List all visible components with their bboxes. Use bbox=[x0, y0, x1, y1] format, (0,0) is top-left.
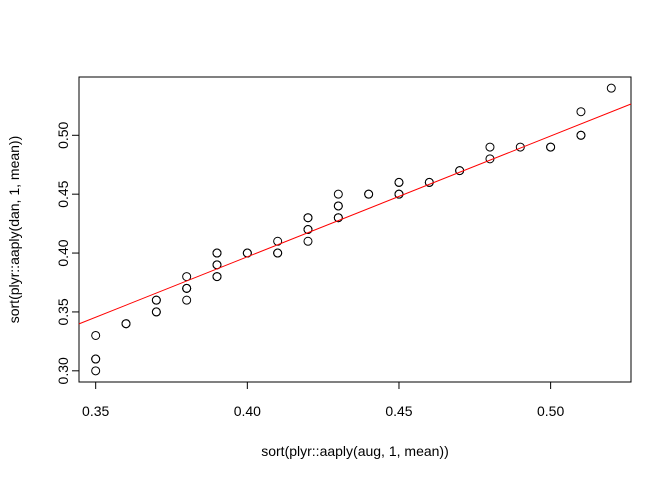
data-point bbox=[546, 142, 556, 152]
data-point bbox=[91, 330, 101, 340]
y-tick-label: 0.45 bbox=[55, 180, 71, 207]
x-tick-label: 0.35 bbox=[82, 403, 109, 419]
y-tick-label: 0.35 bbox=[55, 298, 71, 325]
regression-line bbox=[78, 103, 632, 325]
data-point bbox=[212, 248, 222, 258]
data-points bbox=[91, 83, 616, 376]
data-point bbox=[273, 248, 283, 258]
data-point bbox=[303, 225, 313, 234]
y-axis-label: sort(plyr::aaply(dan, 1, mean)) bbox=[6, 136, 22, 324]
data-point bbox=[333, 201, 343, 211]
data-point bbox=[394, 177, 404, 187]
y-axis: 0.30 0.35 0.40 0.45 0.50 bbox=[55, 121, 80, 384]
y-tick-label: 0.30 bbox=[55, 357, 71, 384]
data-point bbox=[151, 307, 161, 317]
data-point bbox=[91, 366, 101, 376]
data-point bbox=[364, 189, 374, 199]
data-point bbox=[182, 283, 192, 293]
y-tick-label: 0.40 bbox=[55, 239, 71, 266]
data-point bbox=[333, 213, 343, 223]
data-point bbox=[212, 272, 222, 282]
x-axis: 0.35 0.40 0.45 0.50 bbox=[82, 381, 564, 419]
x-tick-label: 0.50 bbox=[537, 403, 564, 419]
data-point bbox=[333, 189, 343, 199]
data-point bbox=[151, 295, 161, 305]
plot-box bbox=[78, 76, 632, 383]
data-point bbox=[91, 354, 101, 364]
data-point bbox=[182, 295, 192, 305]
data-point bbox=[303, 236, 313, 246]
data-point bbox=[121, 319, 131, 329]
data-point bbox=[394, 189, 404, 199]
data-point bbox=[515, 142, 525, 152]
data-point bbox=[303, 213, 313, 223]
x-tick-label: 0.40 bbox=[234, 403, 261, 419]
y-tick-label: 0.50 bbox=[55, 121, 71, 148]
x-axis-label: sort(plyr::aaply(aug, 1, mean)) bbox=[261, 443, 449, 459]
data-point bbox=[576, 130, 586, 140]
x-tick-label: 0.45 bbox=[385, 403, 412, 419]
data-point bbox=[576, 107, 586, 117]
data-point bbox=[606, 83, 616, 93]
data-point bbox=[485, 142, 495, 152]
